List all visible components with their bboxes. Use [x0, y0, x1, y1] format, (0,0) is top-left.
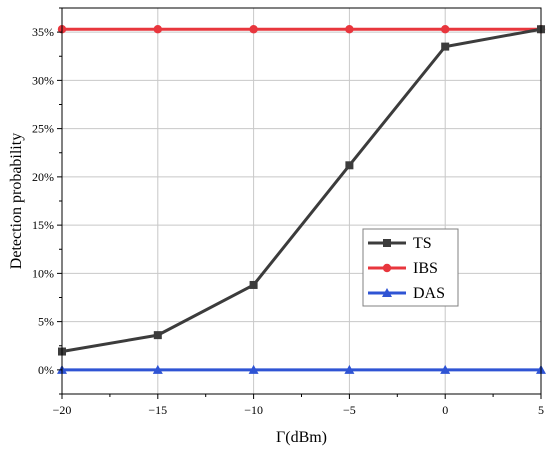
y-tick-label: 30%: [32, 73, 54, 87]
y-tick-label: 35%: [32, 25, 54, 39]
x-tick-label: 0: [442, 403, 448, 417]
x-axis-title: Γ(dBm): [276, 429, 327, 446]
data-point-ts: [345, 161, 354, 170]
y-axis-title: Detection probability: [8, 133, 25, 269]
x-tick-label: −10: [244, 403, 263, 417]
y-tick-label: 15%: [32, 218, 54, 232]
legend-label-ts: TS: [413, 235, 432, 252]
legend: TS IBS DAS: [362, 228, 459, 307]
plot-frame: [61, 7, 542, 395]
data-point-ibs: [249, 25, 258, 34]
data-point-ibs: [441, 25, 450, 34]
series-line-ts: [61, 27, 542, 354]
y-tick-label: 25%: [32, 122, 54, 136]
data-point-das: [344, 364, 355, 374]
series-layer: [57, 25, 546, 374]
x-tick-label: 5: [538, 403, 544, 417]
legend-marker-das: [382, 288, 392, 297]
y-tick-label: 20%: [32, 170, 54, 184]
y-tick-label: 0%: [38, 363, 54, 377]
data-point-das: [440, 364, 451, 374]
x-tick-label: −5: [343, 403, 356, 417]
legend-label-ibs: IBS: [413, 260, 438, 277]
x-tick-label: −15: [148, 403, 167, 417]
data-point-ibs: [153, 25, 162, 34]
legend-marker-ibs: [382, 263, 392, 273]
data-point-ts: [153, 331, 162, 340]
legend-marker-ts: [383, 239, 391, 247]
y-tick-label: 5%: [38, 315, 54, 329]
data-point-das: [248, 364, 259, 374]
data-point-ts: [441, 42, 450, 51]
data-point-das: [152, 364, 163, 374]
series-das: [57, 364, 546, 374]
x-tick-label: −20: [53, 403, 72, 417]
legend-label-das: DAS: [413, 285, 445, 302]
axes: 0% 5% 10% 15% 20% 25% 30% 35% −20 −15 −10 −5 0 5: [32, 7, 544, 417]
data-point-ibs: [345, 25, 354, 34]
data-point-ts: [249, 280, 258, 289]
series-ts: [58, 25, 545, 356]
y-tick-label: 10%: [32, 266, 54, 280]
grid: [61, 8, 542, 394]
